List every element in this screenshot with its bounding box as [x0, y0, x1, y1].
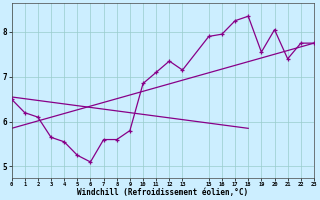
X-axis label: Windchill (Refroidissement éolien,°C): Windchill (Refroidissement éolien,°C) — [77, 188, 248, 197]
